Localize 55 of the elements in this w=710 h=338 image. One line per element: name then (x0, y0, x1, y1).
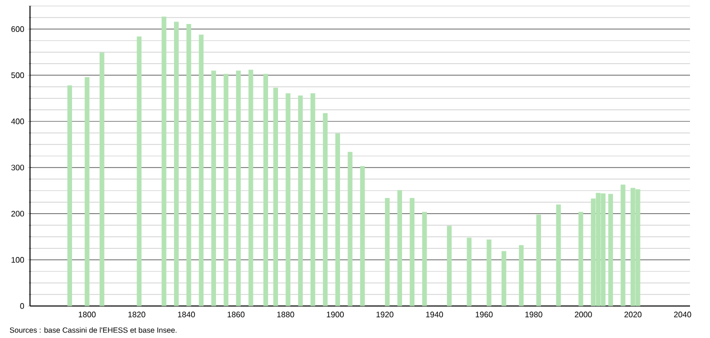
bar (518, 245, 524, 306)
bar (162, 16, 166, 306)
bar (536, 214, 542, 306)
y-tick-label: 0 (20, 303, 24, 309)
x-tick-label: 2040 (674, 312, 692, 318)
bar (335, 133, 340, 306)
bar (211, 70, 216, 306)
bar (556, 204, 561, 306)
bar (224, 74, 228, 306)
bar (620, 184, 626, 306)
x-tick-label: 1920 (376, 312, 394, 318)
bar (298, 96, 303, 306)
bar (502, 251, 506, 306)
x-tick-label: 1880 (277, 312, 294, 318)
x-tick-label: 2000 (574, 312, 592, 318)
bar (67, 85, 72, 306)
x-tick-label: 1860 (228, 312, 245, 318)
bar (360, 166, 365, 306)
x-tick-label: 1820 (128, 312, 146, 318)
bar (136, 36, 142, 306)
bar (248, 70, 254, 306)
bar (410, 198, 414, 306)
bar (578, 212, 584, 306)
bar (100, 52, 104, 306)
x-tick-label: 1900 (326, 312, 344, 318)
bar (466, 238, 472, 306)
x-tick-label: 1940 (426, 312, 444, 318)
x-tick-label: 1980 (525, 312, 542, 318)
bar (397, 190, 402, 306)
y-tick-label: 300 (11, 164, 24, 170)
bar (263, 74, 268, 306)
bar (310, 93, 316, 306)
y-tick-label: 500 (11, 72, 24, 78)
bar (322, 113, 328, 306)
x-tick-label: 2020 (624, 312, 642, 318)
bar (236, 70, 241, 306)
bar (174, 22, 179, 306)
bar (608, 194, 613, 306)
bar (286, 93, 290, 306)
y-tick-label: 100 (12, 257, 24, 263)
bar (186, 24, 192, 306)
bar (348, 152, 352, 306)
bar (486, 240, 492, 306)
x-tick-label: 1800 (78, 312, 96, 318)
bar (446, 226, 452, 306)
y-tick-label: 600 (11, 26, 24, 32)
x-tick-label: 1960 (476, 312, 493, 318)
y-tick-label: 400 (11, 118, 24, 124)
bar (384, 198, 390, 306)
bar (84, 77, 90, 306)
bar (273, 88, 278, 306)
bar (198, 34, 204, 306)
x-tick-label: 1840 (178, 312, 195, 318)
y-tick-label: 200 (11, 210, 24, 217)
bar (422, 212, 427, 306)
